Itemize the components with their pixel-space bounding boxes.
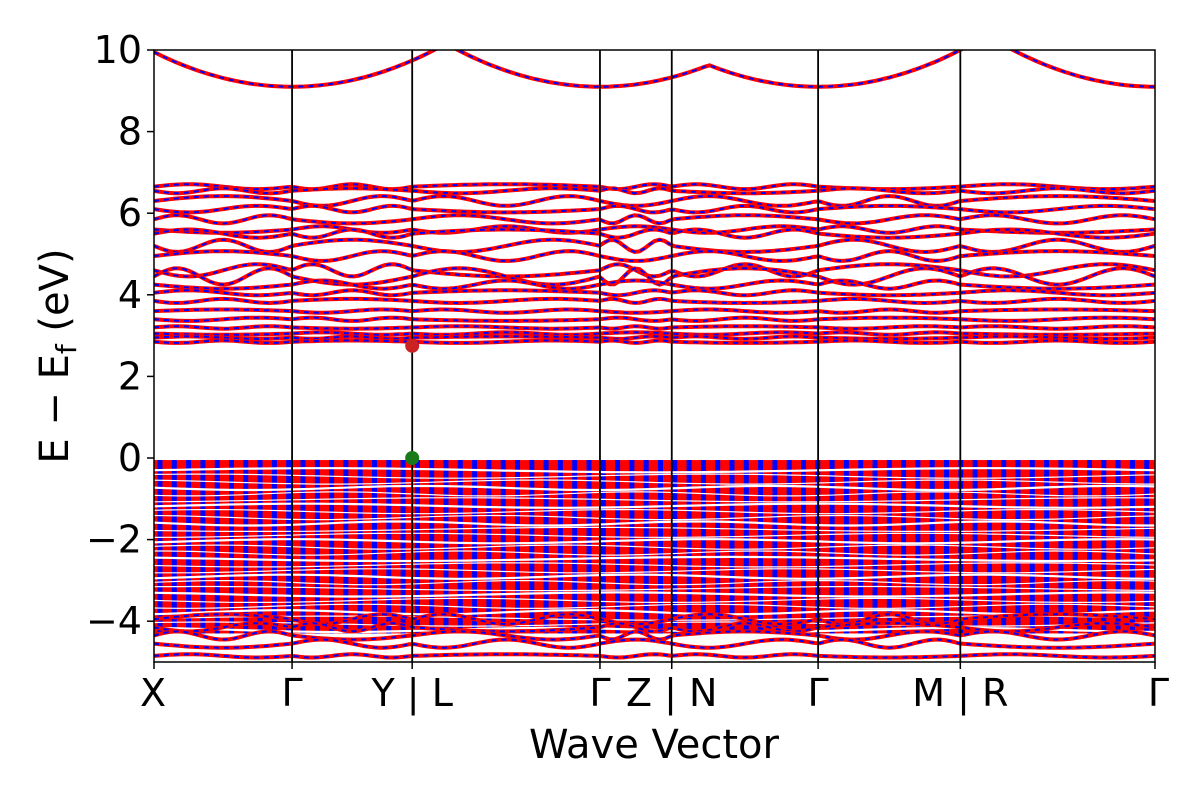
y-tick-label: 8 <box>118 110 142 154</box>
band-spin-up <box>154 204 1155 214</box>
y-tick-label: 10 <box>94 28 142 72</box>
y-axis-label-sub: f <box>50 343 83 354</box>
band-spin-up <box>154 297 1155 305</box>
x-axis: X Γ Y | L Γ Z | N Γ M | R Γ <box>140 662 1169 716</box>
valence-gap <box>154 568 1155 574</box>
band-spin-up <box>154 214 1155 225</box>
conduction-parabola-spin-up <box>154 50 1155 88</box>
x-tick-label: Y | L <box>371 671 453 716</box>
valence-gap <box>154 544 1155 550</box>
plot-area <box>154 50 1155 660</box>
x-tick-label: Γ <box>808 671 829 715</box>
valence-gap <box>154 609 1155 616</box>
x-tick-label: Γ <box>281 671 302 715</box>
valence-gap <box>154 597 1155 603</box>
x-tick-label: X <box>140 671 166 715</box>
valence-gap <box>154 526 1155 532</box>
y-axis-label-main: E − E <box>32 354 78 464</box>
valence-gap <box>154 538 1155 545</box>
valence-gap <box>154 562 1155 568</box>
valence-gap <box>154 479 1155 485</box>
conduction-parabola-spin-down <box>154 50 1155 89</box>
band-spin-up <box>154 263 1155 278</box>
band-spin-up <box>154 325 1155 330</box>
band-spin-up <box>154 238 1155 254</box>
y-axis-label-unit: (eV) <box>32 248 78 344</box>
band-edge-markers <box>405 338 420 465</box>
valence-gap <box>154 514 1155 521</box>
band-spin-up <box>154 289 1155 297</box>
band-spin-up <box>154 638 1155 649</box>
band-spin-up <box>154 183 1155 191</box>
band-spin-up <box>154 225 1155 234</box>
x-tick-label: Γ <box>1148 671 1169 715</box>
valence-gap <box>154 532 1155 539</box>
x-tick-label: M | R <box>912 671 1008 716</box>
y-tick-label: 4 <box>118 273 142 317</box>
band-spin-up <box>154 331 1155 336</box>
band-spin-up <box>154 316 1155 322</box>
y-tick-label: −4 <box>86 599 142 643</box>
valence-gap <box>154 467 1155 474</box>
vbm-marker <box>405 451 420 465</box>
band-spin-down <box>154 249 1155 263</box>
band-spin-up <box>154 187 1155 195</box>
high-symmetry-lines <box>291 50 962 662</box>
band-spin-up <box>154 335 1155 340</box>
x-tick-label: Z | N <box>626 671 717 716</box>
band-spin-up <box>154 653 1155 659</box>
x-tick-label: Γ <box>589 671 610 715</box>
band-spin-up <box>154 630 1155 641</box>
valence-gap <box>154 573 1155 580</box>
band-spin-up <box>154 228 1155 239</box>
valence-gap <box>154 484 1155 492</box>
band-spin-up <box>154 339 1155 344</box>
y-axis: 10 8 6 4 2 0 −2 −4 <box>86 28 154 643</box>
valence-gap <box>154 473 1155 479</box>
cbm-marker <box>405 338 420 353</box>
valence-gap <box>154 603 1155 609</box>
y-tick-label: 2 <box>118 354 142 398</box>
valence-gap <box>154 550 1155 556</box>
valence-gap <box>154 497 1155 503</box>
band-spin-up <box>154 267 1155 286</box>
valence-gap <box>154 520 1155 527</box>
x-axis-label: Wave Vector <box>529 722 780 768</box>
valence-gap <box>154 509 1155 515</box>
y-tick-label: −2 <box>86 518 142 562</box>
valence-gap <box>154 591 1155 598</box>
band-spin-up <box>154 279 1155 290</box>
plot-frame <box>153 49 1156 663</box>
y-tick-label: 0 <box>118 436 142 480</box>
y-tick-label: 6 <box>118 191 142 235</box>
band-spin-up <box>154 308 1155 314</box>
valence-gap <box>154 585 1155 592</box>
valence-gap <box>154 579 1155 586</box>
valence-gap <box>154 502 1155 509</box>
y-axis-label: E − Ef (eV) <box>32 248 83 463</box>
valence-gap <box>154 555 1155 563</box>
valence-gap <box>154 491 1155 497</box>
